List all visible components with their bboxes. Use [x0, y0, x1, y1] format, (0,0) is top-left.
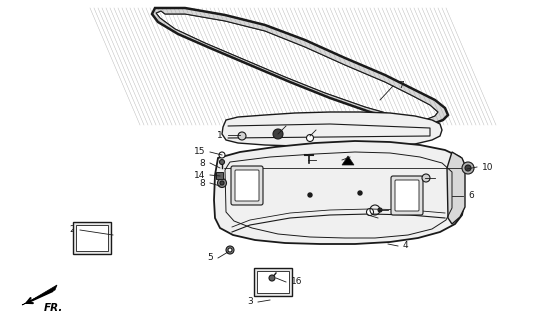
FancyBboxPatch shape [216, 172, 223, 179]
FancyBboxPatch shape [76, 225, 108, 251]
Text: 1: 1 [217, 131, 223, 140]
Text: 4: 4 [403, 242, 409, 251]
Polygon shape [342, 156, 354, 165]
Circle shape [307, 134, 314, 141]
Circle shape [358, 191, 362, 195]
FancyBboxPatch shape [395, 180, 419, 211]
Text: 16: 16 [291, 277, 302, 286]
Polygon shape [152, 8, 448, 125]
Circle shape [220, 181, 224, 185]
Circle shape [465, 165, 471, 171]
Circle shape [220, 159, 224, 164]
Circle shape [308, 193, 312, 197]
FancyBboxPatch shape [391, 176, 423, 215]
Text: 17: 17 [355, 153, 366, 162]
FancyBboxPatch shape [73, 222, 111, 254]
FancyBboxPatch shape [257, 271, 289, 293]
Circle shape [238, 132, 246, 140]
FancyBboxPatch shape [231, 166, 263, 205]
Circle shape [228, 248, 232, 252]
Text: 15: 15 [193, 148, 205, 156]
Text: 8: 8 [199, 158, 205, 167]
Circle shape [422, 174, 430, 182]
Text: 1: 1 [440, 173, 446, 182]
Text: 10: 10 [482, 163, 494, 172]
Text: 12: 12 [321, 125, 332, 134]
FancyBboxPatch shape [254, 268, 292, 296]
Text: 7: 7 [398, 82, 404, 91]
Polygon shape [156, 11, 438, 120]
Circle shape [273, 129, 283, 139]
Circle shape [366, 209, 374, 215]
Text: 13: 13 [321, 156, 332, 164]
Polygon shape [447, 152, 465, 224]
Text: 11: 11 [291, 122, 302, 131]
Circle shape [269, 275, 275, 281]
Polygon shape [222, 112, 442, 147]
Text: 6: 6 [468, 191, 474, 201]
Text: 8: 8 [199, 179, 205, 188]
Circle shape [408, 192, 412, 196]
Text: 9: 9 [393, 205, 399, 214]
Text: FR.: FR. [44, 303, 63, 313]
Circle shape [226, 246, 234, 254]
Text: 14: 14 [194, 171, 205, 180]
Polygon shape [214, 141, 464, 244]
Text: 15: 15 [383, 213, 395, 222]
FancyBboxPatch shape [235, 170, 259, 201]
Polygon shape [22, 285, 57, 305]
Circle shape [217, 179, 227, 188]
Text: 3: 3 [247, 298, 253, 307]
Circle shape [462, 162, 474, 174]
Text: 5: 5 [207, 253, 213, 262]
Circle shape [378, 208, 382, 212]
Circle shape [219, 152, 225, 158]
Text: 2: 2 [69, 226, 75, 235]
